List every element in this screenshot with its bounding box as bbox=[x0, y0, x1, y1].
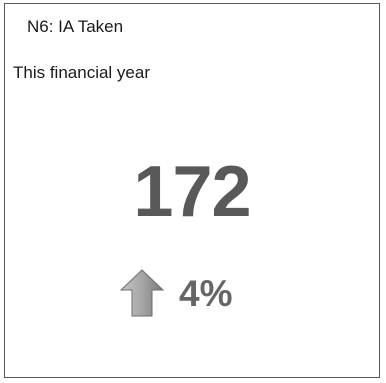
card-title: N6: IA Taken bbox=[27, 17, 124, 36]
card-subtitle: This financial year bbox=[13, 63, 151, 82]
kpi-card: N6: IA Taken This financial year 172 4% bbox=[4, 3, 380, 378]
kpi-value: 172 bbox=[133, 152, 251, 232]
trend-value: 4% bbox=[179, 272, 233, 314]
arrow-up-icon bbox=[119, 268, 165, 318]
trend-indicator: 4% bbox=[119, 268, 232, 318]
